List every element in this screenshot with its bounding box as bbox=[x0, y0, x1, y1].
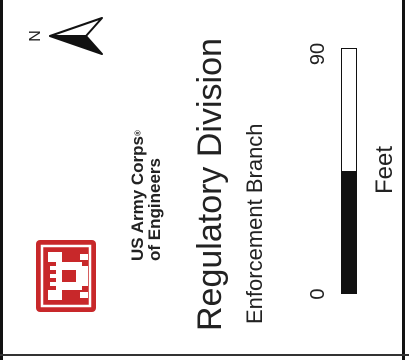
agency-name-line2: of Engineers bbox=[145, 158, 164, 261]
north-arrow: N bbox=[22, 16, 112, 56]
page-border-bottom bbox=[0, 354, 409, 356]
page-border-right bbox=[402, 0, 405, 360]
scale-unit-label: Feet bbox=[371, 145, 398, 195]
scale-label-min: 0 bbox=[307, 288, 329, 300]
scale-label-max: 90 bbox=[307, 42, 329, 66]
north-letter: N bbox=[27, 30, 44, 42]
page-border-left bbox=[0, 0, 3, 360]
usace-logo bbox=[36, 240, 96, 312]
scale-bar bbox=[341, 48, 357, 294]
division-title: Regulatory Division bbox=[191, 38, 229, 331]
usace-castle-logo-icon bbox=[36, 240, 96, 312]
branch-subtitle: Enforcement Branch bbox=[242, 123, 267, 324]
north-arrow-icon: N bbox=[27, 17, 103, 55]
scale-bar-filled-segment bbox=[342, 171, 356, 293]
registered-mark: ® bbox=[133, 130, 143, 136]
